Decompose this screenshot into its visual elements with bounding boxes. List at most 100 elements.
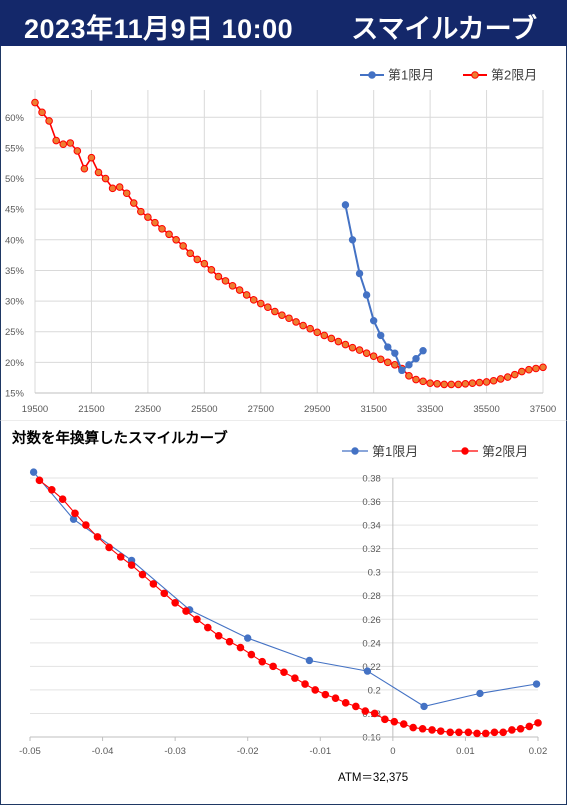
data-point (82, 521, 90, 529)
data-point (45, 117, 53, 125)
x-tick-label: -0.02 (237, 746, 259, 757)
y-tick-label: 0.38 (362, 474, 381, 485)
data-point (269, 662, 277, 671)
data-point (384, 343, 392, 351)
data-point (361, 707, 370, 715)
data-point (129, 199, 138, 207)
series-line (33, 471, 537, 707)
data-point (428, 726, 436, 734)
legend-marker (461, 447, 469, 455)
data-point (122, 189, 131, 198)
x-tick-label: 31500 (360, 404, 386, 415)
data-point (186, 249, 195, 258)
data-point (496, 375, 505, 383)
data-point (412, 375, 420, 384)
data-point (101, 174, 110, 183)
data-point (412, 354, 420, 363)
legend-marker (471, 71, 479, 79)
data-point (235, 286, 244, 294)
data-point (490, 728, 499, 737)
data-point (59, 140, 68, 149)
x-tick-label: 0.02 (529, 746, 548, 757)
data-point (80, 164, 89, 173)
data-point (236, 643, 245, 652)
data-point (355, 269, 364, 278)
atm-annotation: ATM＝32,375 (338, 772, 408, 784)
smile-curve-title: スマイルカーブ (351, 14, 537, 44)
data-point (355, 346, 364, 354)
data-point (249, 296, 258, 304)
data-point (440, 380, 449, 389)
data-point (172, 236, 180, 244)
x-tick-label: 23500 (135, 404, 161, 415)
date-title: 2023年11月9日 10:00 (24, 14, 294, 44)
data-point (313, 328, 322, 337)
legend-entry: 第1限月 (372, 444, 418, 459)
x-tick-label: 33500 (417, 404, 443, 415)
data-point (334, 337, 343, 346)
data-point (221, 277, 230, 285)
data-point (116, 553, 125, 561)
data-point (58, 495, 67, 503)
data-point (228, 281, 237, 290)
data-point (370, 709, 379, 718)
data-point (482, 378, 491, 386)
data-point (71, 509, 79, 518)
y-tick-label: 0.3 (368, 568, 381, 579)
data-point (179, 242, 187, 250)
x-tick-label: -0.01 (309, 746, 331, 757)
data-point (390, 717, 399, 726)
data-point (271, 307, 279, 316)
data-point (160, 589, 169, 598)
data-point (193, 255, 202, 264)
data-point (331, 694, 340, 702)
chart-title: 対数を年換算したスマイルカーブ (11, 429, 228, 447)
data-point (391, 361, 399, 369)
x-tick-label: -0.05 (19, 746, 41, 757)
data-point (503, 373, 512, 381)
y-tick-label: 0.24 (362, 638, 381, 649)
y-tick-label: 40% (5, 235, 25, 246)
y-tick-label: 20% (5, 358, 25, 369)
y-tick-label: 0.16 (362, 733, 381, 744)
data-point (461, 380, 470, 388)
y-tick-label: 45% (5, 205, 25, 216)
data-point (348, 343, 357, 352)
y-tick-label: 0.34 (362, 521, 381, 532)
data-point (532, 680, 541, 688)
data-point (280, 668, 288, 677)
data-point (419, 377, 427, 386)
data-point (398, 366, 406, 375)
data-point (446, 728, 454, 737)
data-point (204, 623, 212, 632)
data-point (225, 637, 234, 646)
data-point (447, 380, 456, 389)
data-point (301, 680, 309, 688)
data-point (516, 724, 525, 733)
x-tick-label: 25500 (191, 404, 217, 415)
data-point (256, 299, 265, 308)
x-tick-label: 37500 (530, 404, 556, 415)
legend-entry: 第2限月 (491, 68, 537, 83)
data-point (182, 607, 190, 615)
x-tick-label: 0.01 (456, 746, 475, 757)
data-point (149, 580, 158, 588)
data-point (31, 98, 39, 107)
data-point (29, 468, 38, 476)
data-point (207, 266, 216, 274)
data-point (171, 598, 179, 607)
series-line (34, 102, 544, 386)
data-point (405, 361, 413, 369)
data-point (200, 259, 209, 268)
data-point (455, 728, 463, 737)
y-tick-label: 0.26 (362, 615, 381, 626)
data-point (534, 719, 542, 727)
data-point (291, 674, 299, 682)
data-point (499, 728, 507, 737)
data-point (341, 699, 350, 707)
legend-marker (368, 71, 376, 79)
data-point (426, 379, 434, 387)
data-point (305, 656, 314, 665)
y-tick-label: 50% (5, 174, 25, 185)
data-point (518, 367, 526, 376)
